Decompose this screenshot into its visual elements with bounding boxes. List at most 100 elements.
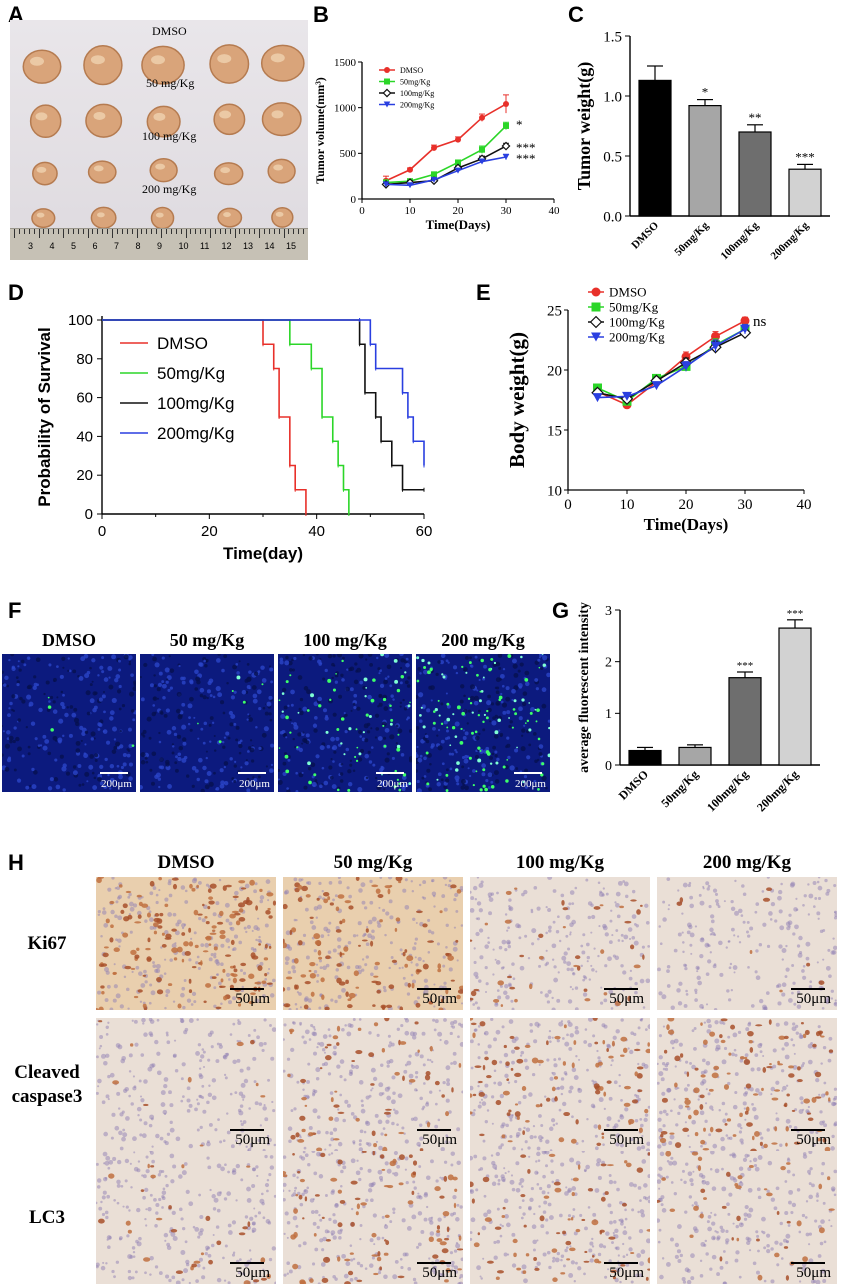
cell-nucleus (348, 895, 352, 899)
positive-stain (156, 1218, 162, 1221)
cell-nucleus (571, 1115, 574, 1118)
positive-stain (447, 1226, 450, 1232)
cell-nucleus (499, 1061, 502, 1064)
positive-stain (739, 1113, 743, 1117)
positive-stain (106, 918, 110, 923)
cell-nucleus (644, 1118, 648, 1122)
cell-nucleus (641, 1213, 645, 1217)
cell-nucleus (105, 1054, 109, 1058)
cell-nucleus (455, 1243, 460, 1248)
nucleus-dot (84, 673, 89, 678)
cell-nucleus (798, 936, 802, 940)
positive-stain (294, 958, 299, 964)
cell-nucleus (477, 901, 481, 905)
cell-nucleus (833, 1098, 836, 1101)
cell-nucleus (198, 1231, 203, 1236)
nucleus-dot (179, 746, 183, 750)
cell-nucleus (518, 1128, 522, 1132)
nucleus-dot (285, 656, 288, 659)
fluorescent-signal (307, 709, 310, 712)
cell-nucleus (184, 900, 188, 904)
nucleus-dot (48, 786, 52, 790)
cell-nucleus (355, 965, 359, 969)
cell-nucleus (133, 1251, 135, 1253)
positive-stain (596, 1143, 601, 1146)
cell-nucleus (482, 1226, 487, 1231)
nucleus-dot (152, 704, 155, 707)
cell-nucleus (508, 898, 511, 901)
positive-stain (216, 1240, 221, 1245)
cell-nucleus (113, 1199, 116, 1202)
cell-nucleus (816, 911, 820, 915)
cell-nucleus (227, 1171, 230, 1174)
cell-nucleus (154, 1040, 158, 1044)
cell-nucleus (388, 1035, 391, 1038)
cell-nucleus (294, 919, 297, 922)
cell-nucleus (317, 1115, 321, 1119)
ihc-row-title: Ki67 (4, 932, 90, 956)
ruler-tick (24, 229, 25, 234)
cell-nucleus (288, 1126, 293, 1131)
positive-stain (721, 1018, 728, 1021)
cell-nucleus (781, 1069, 784, 1072)
positive-stain (338, 894, 345, 898)
cell-nucleus (593, 948, 595, 950)
tumor-highlight (151, 55, 165, 64)
cell-nucleus (791, 964, 794, 967)
cell-nucleus (283, 1155, 286, 1159)
nucleus-dot (470, 665, 473, 668)
cell-nucleus (611, 1059, 614, 1062)
cell-nucleus (378, 907, 380, 909)
positive-stain (700, 1140, 705, 1145)
cell-nucleus (117, 1184, 121, 1188)
cell-nucleus (359, 1143, 362, 1146)
nucleus-dot (60, 702, 64, 706)
cell-nucleus (703, 1069, 707, 1073)
cell-nucleus (292, 1174, 296, 1178)
nucleus-dot (159, 741, 162, 744)
tumor-highlight (273, 165, 283, 171)
cell-nucleus (195, 961, 198, 964)
positive-stain (265, 910, 270, 915)
y-tick-label: 0.5 (603, 149, 622, 165)
nucleus-dot (143, 663, 147, 667)
positive-stain (785, 1143, 788, 1147)
cell-nucleus (500, 1125, 504, 1129)
cell-nucleus (693, 1047, 697, 1051)
cell-nucleus (557, 915, 560, 918)
x-tick-label: 20 (679, 497, 694, 513)
cell-nucleus (789, 1125, 792, 1128)
cell-nucleus (350, 1244, 353, 1247)
cell-nucleus (538, 1205, 540, 1207)
positive-stain (564, 1024, 567, 1028)
positive-stain (191, 1264, 197, 1268)
cell-nucleus (380, 1063, 383, 1066)
cell-nucleus (259, 1199, 264, 1204)
cell-nucleus (135, 1271, 138, 1274)
positive-stain (138, 914, 142, 918)
x-tick-label: 0 (359, 205, 365, 217)
nucleus-dot (264, 726, 269, 731)
positive-stain (602, 1040, 605, 1044)
cell-nucleus (712, 1144, 717, 1149)
cell-nucleus (457, 1204, 460, 1207)
positive-stain (445, 953, 449, 956)
cell-nucleus (264, 1042, 267, 1045)
cell-nucleus (211, 1194, 215, 1198)
positive-stain (188, 928, 191, 933)
cell-nucleus (182, 1006, 185, 1009)
cell-nucleus (314, 970, 317, 973)
cell-nucleus (369, 901, 373, 905)
cell-nucleus (696, 970, 698, 972)
cell-nucleus (433, 905, 435, 907)
ihc-image: 50μm (470, 1151, 650, 1284)
positive-stain (606, 1048, 609, 1052)
cell-nucleus (833, 946, 837, 950)
cell-nucleus (216, 974, 218, 976)
fluorescent-signal (528, 702, 530, 704)
cell-nucleus (575, 1007, 579, 1010)
x-tick-label: 0 (564, 497, 572, 513)
positive-stain (416, 969, 421, 972)
positive-stain (819, 980, 825, 985)
nucleus-dot (441, 654, 446, 658)
